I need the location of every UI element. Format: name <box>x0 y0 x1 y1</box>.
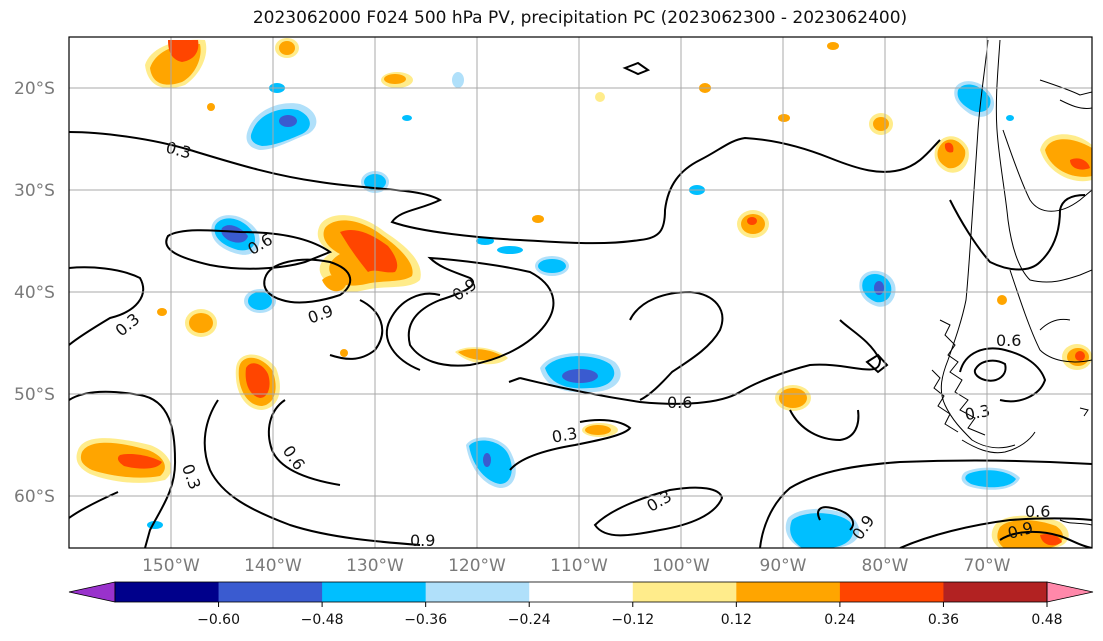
contour-label: 0.6 <box>667 393 692 412</box>
contour-label: 0.3 <box>550 424 578 447</box>
lon-label: 150°W <box>142 556 200 576</box>
colorbar-ticks: −0.60 −0.48 −0.36 −0.24 −0.12 0.12 0.24 0.36 0.4… <box>197 602 1063 628</box>
lat-label: 50°S <box>14 385 55 405</box>
colorbar-tick-label: 0.24 <box>824 612 855 628</box>
map-frame <box>68 36 1093 549</box>
pv-contours <box>69 61 1092 548</box>
colorbar-segment <box>632 582 737 602</box>
lon-label: 140°W <box>244 556 302 576</box>
lon-label: 130°W <box>346 556 404 576</box>
precip-negative-anomalies <box>147 72 1020 548</box>
colorbar-extend-high <box>1046 581 1094 603</box>
lon-label: 90°W <box>760 556 807 576</box>
lon-label: 110°W <box>550 556 608 576</box>
colorbar-tick-label: 0.48 <box>1031 612 1062 628</box>
lat-label: 20°S <box>14 79 55 99</box>
contour-label: 0.6 <box>996 331 1021 350</box>
lon-label: 120°W <box>448 556 506 576</box>
contour-label: 0.9 <box>410 531 435 550</box>
lat-label: 60°S <box>14 487 55 507</box>
colorbar-tick-label: −0.24 <box>508 612 551 628</box>
colorbar-segment <box>736 582 841 602</box>
colorbar-segment <box>839 582 944 602</box>
colorbar-segment <box>218 582 323 602</box>
coastlines <box>931 39 1092 526</box>
lon-label: 80°W <box>862 556 909 576</box>
latitude-labels: 20°S 30°S 40°S 50°S 60°S <box>14 79 55 507</box>
colorbar-tick-label: −0.48 <box>301 612 344 628</box>
colorbar-segment <box>115 582 220 602</box>
contour-label: 0.3 <box>963 401 991 424</box>
colorbar-tick-label: −0.12 <box>611 612 654 628</box>
colorbar-extend-low <box>68 581 116 603</box>
map-title: 2023062000 F024 500 hPa PV, precipitatio… <box>252 8 908 28</box>
colorbar-segment <box>943 582 1048 602</box>
colorbar-segment <box>322 582 427 602</box>
lat-label: 30°S <box>14 181 55 201</box>
colorbar <box>68 581 1094 603</box>
lon-label: 70°W <box>964 556 1011 576</box>
contour-label: 0.6 <box>1025 502 1050 521</box>
longitude-labels: 150°W 140°W 130°W 120°W 110°W 100°W 90°W… <box>142 556 1011 576</box>
colorbar-tick-label: −0.60 <box>197 612 240 628</box>
lon-label: 100°W <box>652 556 710 576</box>
colorbar-tick-label: −0.36 <box>404 612 447 628</box>
colorbar-segment <box>529 582 634 602</box>
colorbar-tick-label: 0.12 <box>721 612 752 628</box>
lat-label: 40°S <box>14 283 55 303</box>
colorbar-tick-label: 0.36 <box>928 612 959 628</box>
gridlines <box>69 37 1092 548</box>
colorbar-frame <box>114 581 1048 603</box>
colorbar-segment <box>425 582 530 602</box>
